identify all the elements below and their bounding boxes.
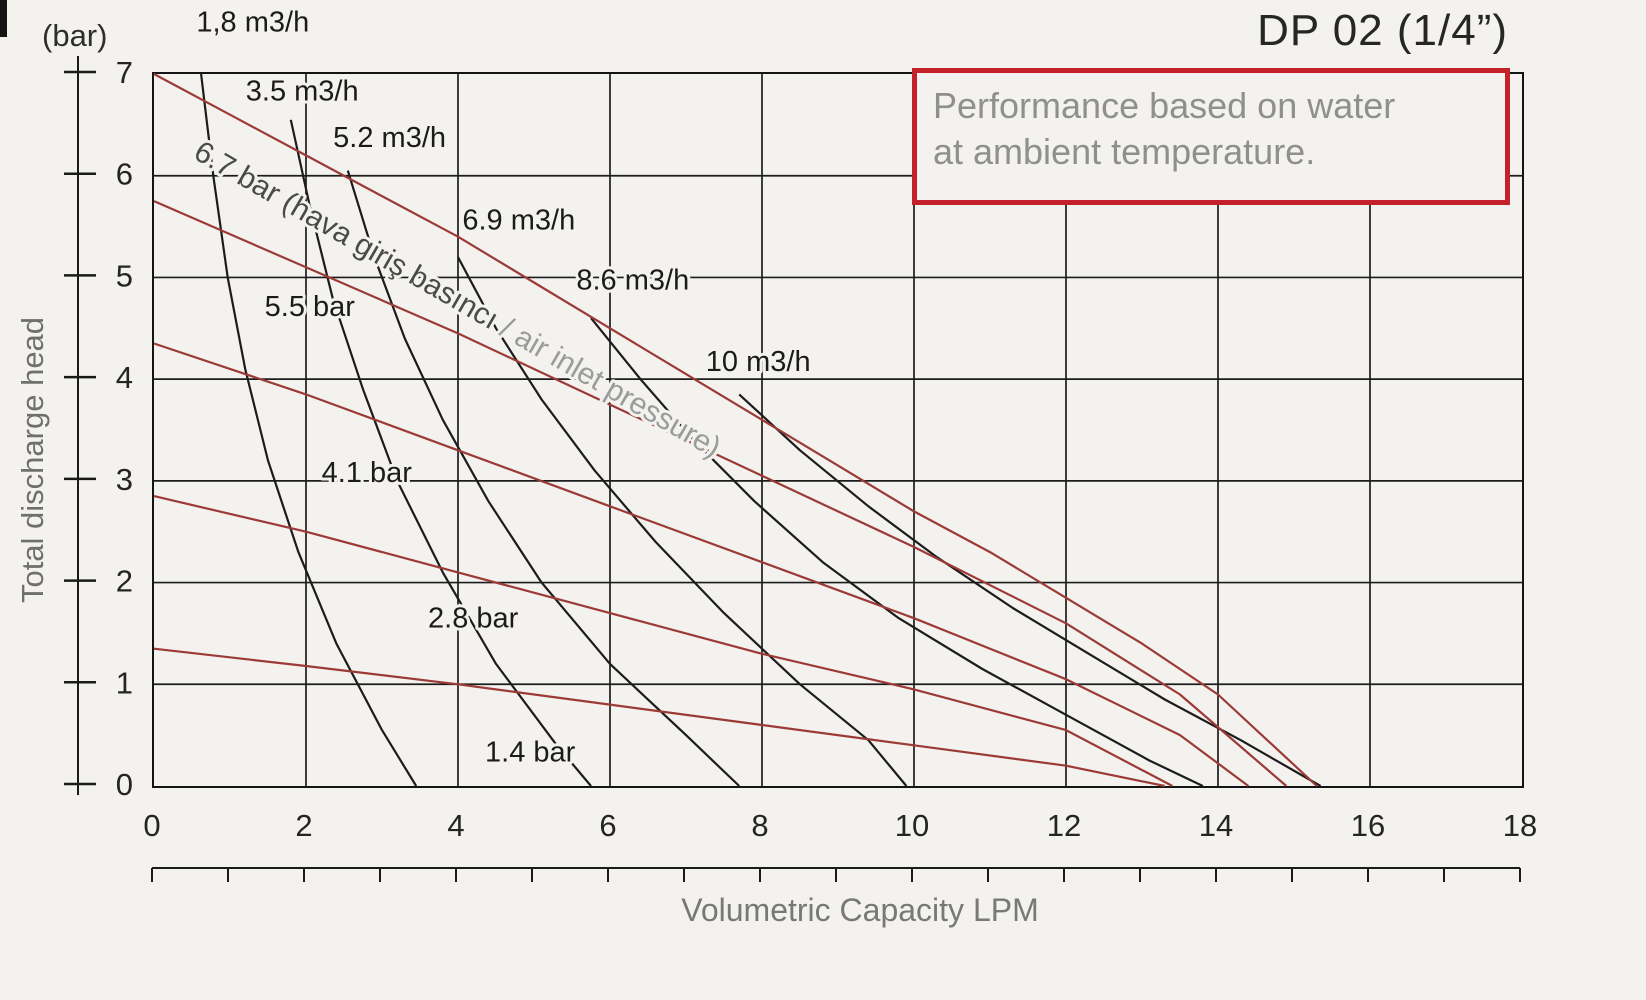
y-tick-label: 6	[116, 157, 133, 192]
x-tick-label: 4	[447, 808, 464, 843]
note-box: Performance based on water at ambient te…	[912, 68, 1510, 205]
x-tick-label: 8	[751, 808, 768, 843]
y-tick-label: 3	[116, 462, 133, 497]
y-tick-label: 7	[116, 55, 133, 90]
curve-label: 4.1 bar	[322, 457, 413, 489]
air-inlet-pressure-curve	[153, 495, 1173, 787]
x-tick-label: 10	[895, 808, 929, 843]
y-tick-label: 5	[116, 258, 133, 293]
y-tick-label: 0	[116, 767, 133, 802]
curve-label: 5.2 m3/h	[333, 122, 446, 154]
air-consumption-curve	[457, 256, 908, 787]
air-inlet-pressure-curve	[153, 647, 1166, 788]
air-consumption-curve	[289, 119, 592, 787]
plot-area: 1,8 m3/h 3.5 m3/h 5.2 m3/h 6.9 m3/h 8.6 m3/h…	[152, 3, 1524, 788]
curve-label: 5.5 bar	[265, 291, 356, 323]
y-axis-unit-label: (bar)	[42, 18, 108, 53]
x-tick-label: 14	[1199, 808, 1233, 843]
x-tick-label: 2	[295, 808, 312, 843]
chart-title: DP 02 (1/4”)	[1257, 6, 1508, 55]
air-consumption-curve	[200, 73, 418, 787]
curve-label: 1.4 bar	[485, 737, 576, 769]
x-tick-label: 0	[143, 808, 160, 843]
y-tick-label: 4	[116, 360, 133, 395]
curve-label: 2.8 bar	[428, 602, 519, 634]
curve-label: 6.9 m3/h	[462, 205, 575, 237]
x-axis-title: Volumetric Capacity LPM	[681, 892, 1039, 928]
air-inlet-pressure-curve	[153, 342, 1250, 787]
air-consumption-curve	[738, 393, 1322, 787]
plot-svg: 1,8 m3/h 3.5 m3/h 5.2 m3/h 6.9 m3/h8.6 m3/h…	[153, 3, 1522, 788]
air-consumption-curve	[590, 317, 1204, 787]
curve-label: 10 m3/h	[706, 346, 811, 378]
scan-artifact	[0, 0, 7, 37]
x-tick-label: 6	[599, 808, 616, 843]
note-line-2: at ambient temperature.	[933, 131, 1316, 172]
x-tick-label: 16	[1351, 808, 1385, 843]
x-tick-label: 18	[1503, 808, 1537, 843]
air-inlet-pressure-curve	[153, 73, 1318, 787]
air-inlet-pressure-curve	[153, 200, 1288, 787]
y-tick-label: 2	[116, 564, 133, 599]
curve-label: 8.6 m3/h	[576, 265, 689, 297]
curve-label: 3.5 m3/h	[246, 75, 359, 107]
curve-label: 1,8 m3/h	[196, 6, 309, 38]
note-line-1: Performance based on water	[933, 85, 1396, 126]
y-axis-title: Total discharge head	[15, 316, 50, 604]
y-tick-label: 1	[116, 665, 133, 700]
x-tick-label: 12	[1047, 808, 1081, 843]
